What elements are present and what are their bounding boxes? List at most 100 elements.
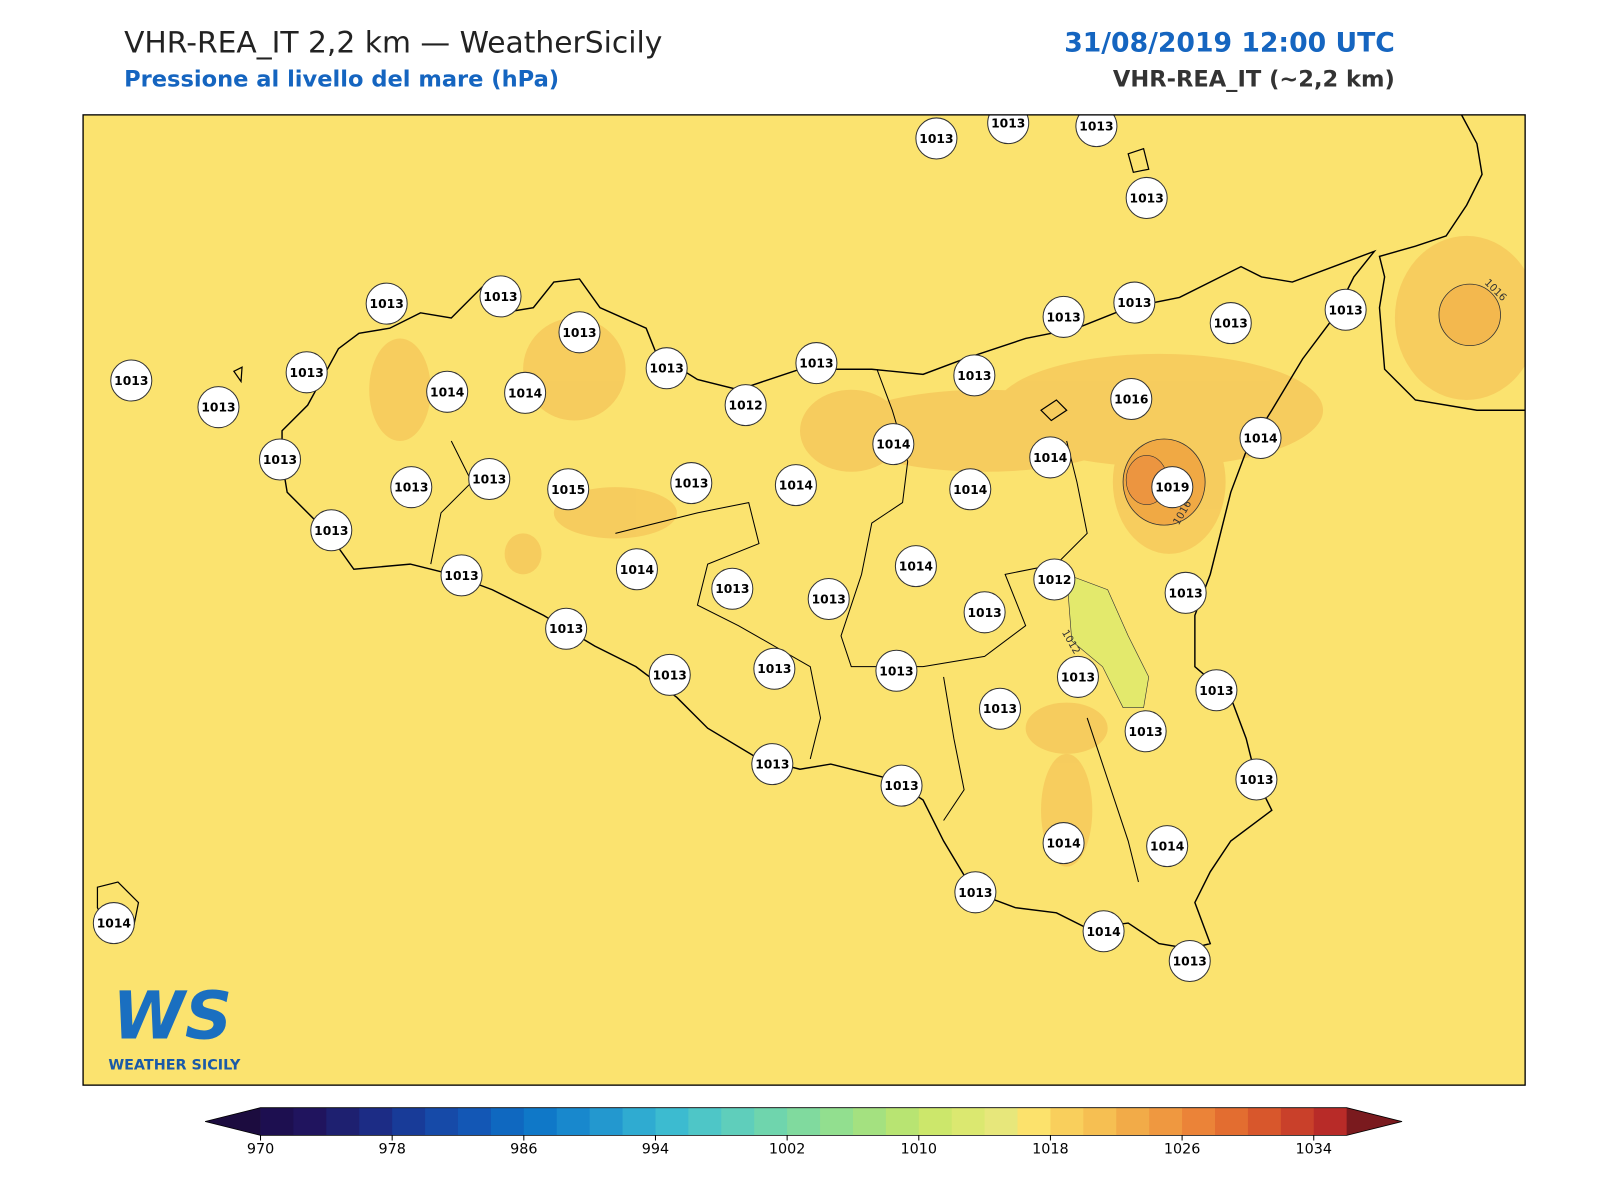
station-value: 1014 [430, 385, 464, 399]
station-marker [1042, 295, 1085, 338]
station-value: 1013 [983, 702, 1017, 716]
station-marker [1164, 571, 1207, 614]
station-marker [1146, 825, 1189, 868]
station-marker [872, 423, 915, 466]
coastline [1378, 114, 1526, 411]
station-value: 1014 [1086, 925, 1120, 939]
station-value: 1013 [1046, 310, 1080, 324]
title: VHR-REA_IT 2,2 km — WeatherSicily [124, 26, 662, 61]
colorbar-swatch [688, 1107, 722, 1136]
station-value: 1013 [562, 326, 596, 340]
station-value: 1013 [650, 362, 684, 376]
station-marker [1029, 436, 1072, 479]
low-area [1066, 573, 1150, 708]
coastline [281, 249, 1377, 950]
station-value: 1019 [1155, 481, 1189, 495]
station-marker [1110, 377, 1153, 420]
colorbar-swatch [523, 1107, 558, 1136]
colorbar-swatch [984, 1107, 1019, 1136]
colorbar-swatch [820, 1107, 854, 1136]
colorbar-swatch [556, 1107, 591, 1136]
station-value: 1013 [1214, 317, 1248, 331]
station-value: 1013 [967, 606, 1001, 620]
colorbar-swatch [589, 1107, 624, 1136]
station-marker [963, 591, 1006, 634]
logo-name: WEATHER SICILY [108, 1058, 241, 1074]
colorbar-swatch [1116, 1107, 1150, 1136]
station-value: 1013 [1173, 955, 1207, 969]
colorbar-over [1346, 1107, 1403, 1136]
station-value: 1013 [1329, 303, 1363, 317]
station-value: 1014 [1243, 431, 1277, 445]
colorbar-tick-label: 978 [378, 1142, 405, 1158]
station-value: 1014 [779, 479, 813, 493]
colorbar-outline [205, 1107, 1403, 1136]
station-marker [1239, 416, 1282, 459]
colorbar-tick-label: 994 [642, 1142, 669, 1158]
colorbar-swatch [787, 1107, 821, 1136]
colorbar-tick-label: 1002 [769, 1142, 806, 1158]
station-value: 1014 [1150, 840, 1184, 854]
station-value: 1013 [1117, 296, 1151, 310]
station-value: 1014 [876, 438, 910, 452]
station-marker [915, 117, 958, 160]
station-value: 1014 [620, 563, 654, 577]
station-value: 1014 [508, 386, 542, 400]
station-value: 1013 [1169, 586, 1203, 600]
colorbar-swatch [754, 1107, 788, 1136]
station-marker [954, 871, 997, 914]
station-marker [751, 743, 794, 786]
station-marker [753, 647, 796, 690]
station-marker [468, 457, 511, 500]
colorbar-tick-label: 970 [247, 1142, 274, 1158]
station-value: 1013 [1079, 120, 1113, 134]
station-value: 1014 [899, 560, 933, 574]
station-marker [807, 577, 850, 620]
subtitle: Pressione al livello del mare (hPa) [124, 67, 559, 93]
station-marker [1113, 281, 1156, 324]
colorbar-swatch [918, 1107, 953, 1136]
stations: 1013 1013 1013 1013 1013 1013 1013 1013 1013 1013… [92, 114, 1367, 983]
colorbar-swatch [721, 1107, 755, 1136]
station-value: 1013 [201, 401, 235, 415]
colorbar-swatch [1280, 1107, 1315, 1136]
station-marker [724, 384, 767, 427]
station-marker [1075, 114, 1118, 148]
station-marker [197, 386, 240, 429]
station-value: 1014 [1033, 451, 1067, 465]
colorbar-swatch [392, 1107, 426, 1136]
station-value: 1013 [394, 481, 428, 495]
station-marker [1235, 758, 1278, 801]
station-marker [547, 468, 590, 511]
station-marker [1324, 288, 1367, 331]
station-value: 1013 [755, 758, 789, 772]
station-marker [258, 438, 302, 481]
station-marker [774, 464, 817, 507]
contour [1438, 283, 1501, 347]
station-marker [645, 347, 688, 390]
logo-mark: WS [112, 979, 232, 1055]
colorbar-swatch [260, 1107, 294, 1136]
colorbar-swatch [490, 1107, 525, 1136]
colorbar-swatch [852, 1107, 887, 1136]
station-marker [110, 359, 153, 402]
station-value: 1013 [290, 366, 324, 380]
station-value: 1013 [444, 569, 478, 583]
colorbar-swatch [885, 1107, 920, 1136]
station-value: 1013 [549, 622, 583, 636]
station-marker [987, 114, 1030, 145]
station-marker [949, 468, 992, 511]
station-value: 1013 [991, 117, 1025, 131]
colorbar-swatch [1215, 1107, 1249, 1136]
station-marker [365, 282, 408, 325]
station-marker [1033, 558, 1076, 601]
station-value: 1012 [729, 399, 763, 413]
station-marker [894, 545, 937, 588]
station-marker [310, 509, 353, 552]
station-marker [545, 607, 588, 650]
station-value: 1013 [114, 374, 148, 388]
colorbar-swatch [359, 1107, 393, 1136]
